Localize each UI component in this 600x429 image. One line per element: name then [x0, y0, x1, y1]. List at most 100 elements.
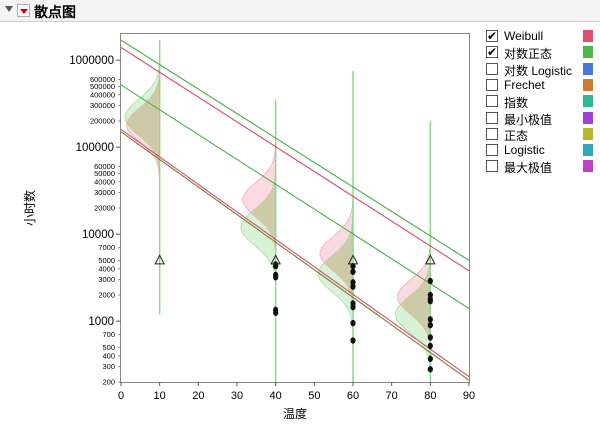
- data-point: [350, 337, 356, 344]
- legend-item[interactable]: ✔ Weibull: [486, 28, 600, 45]
- y-tick-label-minor: 7000: [98, 243, 115, 252]
- x-axis-label: 温度: [283, 406, 307, 421]
- y-tick-label-minor: 500: [102, 343, 115, 352]
- legend-color-swatch[interactable]: [583, 95, 593, 108]
- legend-item[interactable]: 最大极值: [486, 158, 600, 175]
- data-point: [350, 262, 356, 270]
- disclosure-triangle-icon[interactable]: [5, 6, 13, 12]
- legend-label: 正态: [504, 128, 529, 143]
- checked-checkbox-icon[interactable]: ✔: [486, 29, 498, 43]
- x-tick-label: 20: [192, 390, 204, 402]
- y-tick-label-minor: 200000: [90, 117, 115, 126]
- y-tick-label-minor: 600000: [90, 75, 115, 84]
- censored-point: [154, 254, 165, 265]
- checkbox-icon[interactable]: [486, 127, 498, 140]
- y-tick-label-minor: 700: [102, 330, 115, 339]
- plot-area: [121, 39, 469, 382]
- x-tick-label: 60: [347, 390, 359, 402]
- fit-line-2: [121, 39, 469, 261]
- density-overlap-80: [400, 121, 431, 382]
- fit-line-1: [121, 128, 469, 378]
- legend-color-swatch[interactable]: [583, 30, 593, 42]
- y-tick-label-minor: 400000: [90, 90, 115, 99]
- y-tick-label-minor: 2000: [98, 291, 115, 300]
- legend-color-swatch[interactable]: [583, 144, 593, 157]
- y-tick-label-minor: 50000: [94, 169, 115, 178]
- checkbox-icon[interactable]: [486, 95, 498, 108]
- y-tick-label-minor: 500000: [90, 82, 115, 91]
- legend-color-swatch[interactable]: [583, 62, 593, 75]
- y-tick-label-minor: 5000: [98, 256, 115, 265]
- y-tick-label: 1000: [88, 316, 114, 328]
- legend-item[interactable]: 对数 Logistic: [486, 61, 600, 78]
- y-tick-label-minor: 400: [102, 351, 115, 360]
- legend-label: 对数正态: [504, 47, 553, 62]
- y-tick-label-minor: 4000: [98, 264, 115, 273]
- legend-label: Logistic: [504, 143, 545, 158]
- legend-item[interactable]: Logistic: [486, 142, 600, 159]
- y-tick-label-minor: 20000: [94, 204, 115, 213]
- data-point: [427, 355, 433, 362]
- checkbox-icon[interactable]: [486, 111, 498, 124]
- data-point: [427, 366, 433, 373]
- censored-point: [270, 254, 281, 265]
- legend-label: 对数 Logistic: [504, 63, 573, 78]
- fit-line-3: [121, 84, 469, 309]
- red-triangle-menu-icon[interactable]: [17, 4, 30, 17]
- y-tick-label-minor: 200: [102, 378, 115, 387]
- data-point: [427, 321, 433, 329]
- fit-line-0: [121, 47, 469, 272]
- y-tick-label: 10000: [82, 229, 114, 241]
- lognormal-density-40: [240, 99, 276, 382]
- checkbox-icon[interactable]: [486, 62, 498, 75]
- data-point: [273, 309, 279, 316]
- y-axis-label: 小时数: [22, 190, 37, 226]
- checkbox-icon[interactable]: [486, 144, 498, 157]
- legend-color-swatch[interactable]: [583, 78, 593, 91]
- x-tick-label: 80: [424, 390, 436, 402]
- x-tick-label: 0: [118, 390, 124, 402]
- legend-color-swatch[interactable]: [583, 111, 593, 124]
- data-point: [427, 342, 433, 350]
- data-point: [350, 283, 356, 290]
- data-point: [273, 274, 279, 281]
- x-tick-label: 50: [308, 390, 320, 402]
- lognormal-density-80: [395, 121, 431, 382]
- censored-point: [425, 254, 436, 265]
- x-tick-label: 90: [463, 390, 475, 402]
- weibull-density-60: [319, 71, 354, 382]
- x-tick-label: 70: [386, 390, 398, 402]
- censored-point: [347, 254, 359, 265]
- data-point: [273, 262, 279, 270]
- y-tick-label: 1000000: [69, 55, 114, 67]
- y-tick-label-minor: 3000: [98, 275, 115, 284]
- y-tick-label: 100000: [76, 142, 114, 154]
- fit-line-4: [121, 131, 469, 381]
- data-point: [350, 319, 356, 327]
- legend-label: Weibull: [504, 29, 544, 43]
- legend-item[interactable]: 指数: [486, 93, 600, 110]
- x-tick-label: 40: [270, 390, 282, 402]
- density-overlap-10: [126, 40, 160, 315]
- data-point: [427, 316, 433, 323]
- y-tick-label-minor: 300000: [90, 101, 115, 110]
- legend-item[interactable]: 正态: [486, 126, 600, 143]
- legend-item[interactable]: 最小极值: [486, 110, 600, 127]
- legend-item[interactable]: ✔ 对数正态: [486, 44, 600, 61]
- legend-color-swatch[interactable]: [583, 127, 593, 140]
- y-tick-label-minor: 60000: [94, 162, 115, 171]
- report-title: 散点图: [34, 4, 76, 20]
- legend-label: 最小极值: [504, 112, 553, 127]
- legend-color-swatch[interactable]: [583, 46, 593, 59]
- legend-item[interactable]: Frechet: [486, 77, 600, 94]
- checkbox-icon[interactable]: [486, 78, 498, 91]
- checked-checkbox-icon[interactable]: ✔: [486, 45, 498, 60]
- data-point: [427, 334, 433, 341]
- data-point: [427, 297, 433, 305]
- x-tick-label: 30: [231, 390, 243, 402]
- legend-label: 最大极值: [504, 161, 553, 176]
- checkbox-icon[interactable]: [486, 160, 498, 173]
- x-tick-label: 10: [154, 390, 166, 402]
- legend-color-swatch[interactable]: [583, 160, 593, 173]
